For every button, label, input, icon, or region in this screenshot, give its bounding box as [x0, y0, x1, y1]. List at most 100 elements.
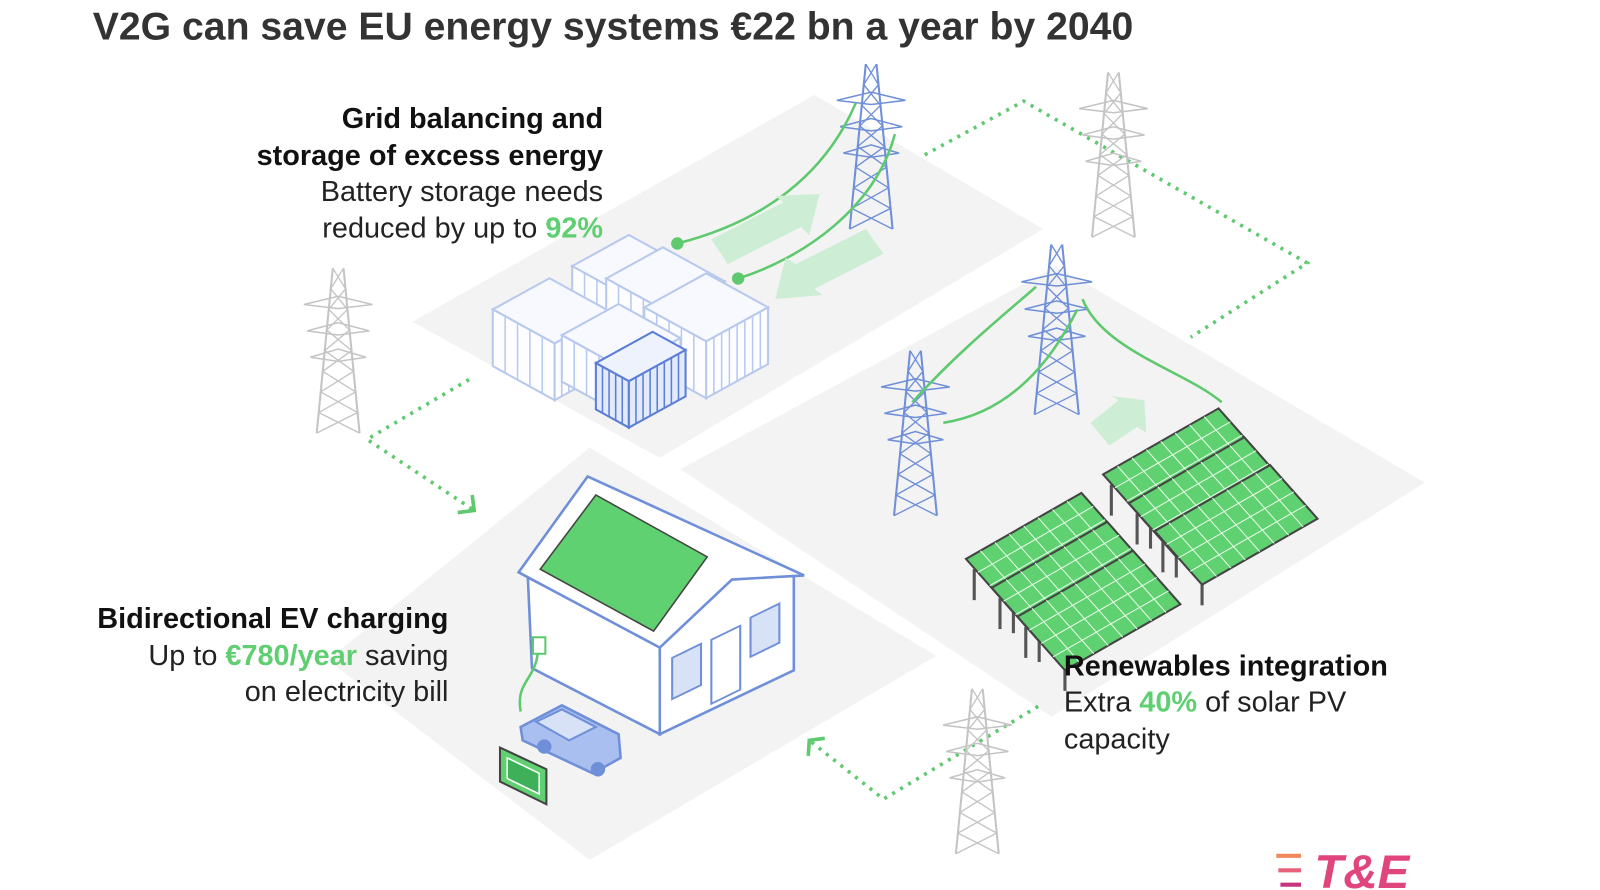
scene: [303, 63, 1320, 855]
node: [731, 272, 745, 285]
tower: [880, 350, 950, 517]
tower-brace: [1048, 265, 1067, 288]
tower-brace: [1046, 265, 1065, 288]
tower-arm: [942, 716, 1012, 731]
tower-brace: [851, 207, 893, 230]
tower-brace: [971, 688, 986, 710]
tower: [1078, 71, 1148, 238]
tower-brace: [903, 391, 926, 414]
power-line: [677, 102, 857, 245]
tower-arm: [843, 144, 900, 159]
body-text: capacity: [1064, 724, 1170, 756]
tower-brace: [897, 453, 932, 475]
power-line: [943, 308, 1079, 425]
tower-brace: [957, 811, 996, 834]
flow-arrow: [808, 704, 1040, 802]
tower-arm: [880, 377, 950, 392]
tower-arm: [946, 742, 1009, 757]
flow-arrow-large: [1090, 396, 1147, 446]
tower-brace: [1036, 392, 1080, 416]
panel-grid: [1015, 548, 1132, 616]
panel-grid: [1189, 504, 1306, 572]
tower-brace: [1044, 286, 1067, 309]
tower-brace: [326, 308, 348, 331]
tower-brace: [330, 288, 349, 310]
body-text: Battery storage needs: [321, 176, 603, 208]
tower-arm: [1078, 99, 1148, 114]
tower-brace: [961, 791, 996, 814]
tower-brace: [897, 473, 936, 496]
battery: [593, 330, 688, 430]
flow-arrow-large: [711, 193, 820, 265]
flow-arrow: [363, 377, 476, 512]
power-line: [1081, 298, 1223, 404]
flow-arrow: [923, 99, 1311, 339]
heading: Renewables integration: [1064, 650, 1388, 682]
tower: [942, 688, 1012, 855]
tower-brace: [907, 370, 926, 393]
tower-brace: [967, 709, 986, 731]
text: Extra: [1064, 686, 1139, 718]
panel-grid: [1166, 478, 1283, 545]
tower: [1021, 244, 1093, 416]
tower-brace: [863, 63, 878, 86]
tower-brace: [320, 391, 358, 414]
tower-brace: [957, 832, 1000, 855]
car-wheel: [590, 762, 606, 777]
tower-brace: [1046, 286, 1069, 309]
tower-brace: [1107, 71, 1122, 94]
tower-brace: [969, 709, 988, 731]
tower-brace: [1040, 350, 1076, 373]
tower-brace: [1105, 92, 1124, 114]
tower-arm: [310, 348, 367, 363]
tower-brace: [863, 84, 882, 106]
tower-brace: [909, 350, 924, 372]
highlight: 40%: [1139, 686, 1197, 718]
tower-brace: [1095, 174, 1130, 197]
heading: Bidirectional EV charging: [97, 603, 448, 635]
tower-brace: [320, 370, 354, 393]
panel-grid: [1140, 450, 1257, 518]
tower-brace: [1103, 113, 1126, 135]
panel-grid: [1178, 491, 1295, 559]
tower-brace: [853, 187, 891, 209]
flow-arrows: [363, 99, 1311, 802]
tower-brace: [1101, 113, 1124, 135]
charger-pad-inner: [506, 756, 540, 796]
panel-grid: [1003, 534, 1120, 602]
tower-brace: [330, 267, 345, 290]
text: Up to: [148, 640, 225, 672]
panel-grid: [977, 505, 1094, 573]
tower: [836, 63, 906, 230]
tower-brace: [332, 267, 347, 290]
arrow-head: [457, 494, 477, 515]
house-roof-solar: [539, 493, 709, 633]
tower-arm: [306, 321, 370, 336]
tower-arm: [839, 117, 903, 132]
body-text: reduced by up to 92%: [322, 212, 603, 244]
node: [671, 237, 684, 250]
tower-brace: [1103, 92, 1122, 114]
arrow-head: [806, 736, 825, 756]
tower-brace: [895, 494, 938, 517]
tower-brace: [965, 729, 988, 752]
text: reduced by up to: [322, 212, 545, 244]
panel-grid: [1152, 463, 1269, 531]
tower-brace: [861, 104, 883, 127]
tower-arm: [303, 295, 373, 310]
flow-arrow-large: [775, 229, 884, 300]
tower-brace: [855, 166, 889, 189]
heading: Grid balancing and: [342, 103, 603, 135]
tower-brace: [1036, 371, 1075, 394]
tower-brace: [1095, 195, 1134, 218]
tower-brace: [1038, 350, 1073, 373]
platform: [680, 266, 1425, 717]
tower-brace: [959, 791, 994, 814]
tower-brace: [899, 453, 934, 475]
panel-grid: [1029, 563, 1146, 631]
logo-text: T&E: [1314, 846, 1410, 890]
logo: T&E: [1276, 846, 1411, 890]
tower-arm: [1021, 272, 1093, 287]
tower-brace: [969, 688, 984, 710]
